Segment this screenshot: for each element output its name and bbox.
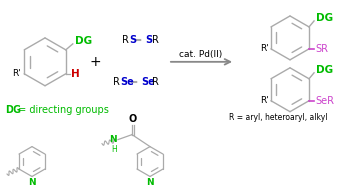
Text: SR: SR [315, 44, 328, 54]
Text: N: N [146, 177, 154, 187]
Text: N: N [28, 177, 36, 187]
Text: S: S [145, 35, 152, 45]
Text: Se: Se [120, 77, 134, 87]
Text: +: + [89, 55, 101, 69]
Text: H: H [71, 69, 79, 79]
Text: DG: DG [316, 13, 333, 23]
Text: = directing groups: = directing groups [15, 105, 109, 115]
Text: DG: DG [75, 36, 92, 46]
Text: R = aryl, heteroaryl, alkyl: R = aryl, heteroaryl, alkyl [229, 113, 327, 122]
Text: R: R [113, 77, 120, 87]
Text: S: S [129, 35, 136, 45]
Text: N: N [109, 135, 117, 144]
Text: H: H [111, 145, 117, 154]
Text: R: R [152, 35, 159, 45]
Text: SeR: SeR [315, 96, 334, 106]
Text: R: R [152, 77, 159, 87]
Text: O: O [129, 114, 137, 124]
Text: Se: Se [141, 77, 155, 87]
Text: R': R' [260, 44, 269, 53]
Text: DG: DG [316, 65, 333, 75]
Text: R': R' [12, 69, 21, 78]
Text: R': R' [260, 96, 269, 105]
Text: DG: DG [5, 105, 21, 115]
Text: R: R [122, 35, 129, 45]
Text: cat. Pd(II): cat. Pd(II) [179, 50, 223, 59]
